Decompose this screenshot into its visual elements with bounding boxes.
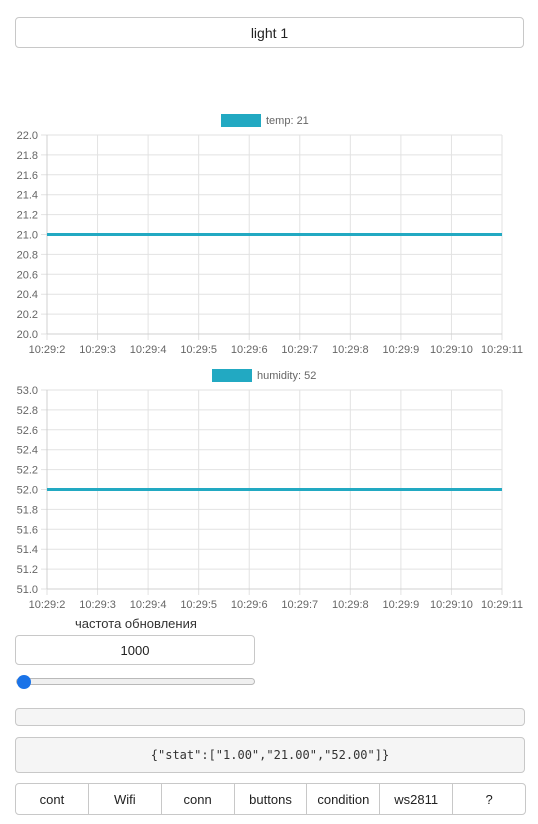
update-rate-slider[interactable] — [16, 678, 255, 685]
y-tick-label: 20.0 — [17, 329, 38, 341]
legend-label: humidity: 52 — [257, 370, 316, 382]
tab-ws2811[interactable]: ws2811 — [379, 783, 454, 815]
x-tick-label: 10:29:10 — [430, 599, 473, 611]
status-json-output: {"stat":["1.00","21.00","52.00"]} — [15, 737, 525, 773]
slider-thumb[interactable] — [17, 675, 31, 689]
y-tick-label: 52.4 — [17, 445, 38, 457]
x-tick-label: 10:29:2 — [29, 599, 66, 611]
chart-legend[interactable]: temp: 21 — [221, 114, 309, 127]
chart-legend[interactable]: humidity: 52 — [212, 369, 316, 382]
x-tick-label: 10:29:3 — [79, 599, 116, 611]
update-rate-label: частота обновления — [75, 616, 197, 631]
y-tick-label: 20.6 — [17, 269, 38, 281]
y-tick-label: 51.8 — [17, 504, 38, 516]
y-tick-label: 21.6 — [17, 170, 38, 182]
y-tick-label: 52.0 — [17, 485, 38, 497]
x-tick-label: 10:29:6 — [231, 344, 268, 356]
x-tick-label: 10:29:7 — [281, 344, 318, 356]
tab-bar: cont Wifi conn buttons condition ws2811 … — [15, 783, 527, 815]
tab-conn[interactable]: conn — [160, 783, 235, 815]
light-1-button[interactable]: light 1 — [15, 17, 524, 48]
legend-label: temp: 21 — [266, 115, 309, 127]
tab-condition[interactable]: condition — [306, 783, 381, 815]
x-tick-label: 10:29:4 — [130, 599, 167, 611]
update-rate-input[interactable]: 1000 — [15, 635, 255, 665]
x-tick-label: 10:29:5 — [180, 599, 217, 611]
x-tick-label: 10:29:9 — [383, 344, 420, 356]
x-tick-label: 10:29:2 — [29, 344, 66, 356]
x-tick-label: 10:29:4 — [130, 344, 167, 356]
tab-cont[interactable]: cont — [15, 783, 89, 815]
x-tick-label: 10:29:8 — [332, 344, 369, 356]
y-tick-label: 20.2 — [17, 309, 38, 321]
y-tick-label: 51.4 — [17, 544, 38, 556]
x-tick-label: 10:29:7 — [281, 599, 318, 611]
x-tick-label: 10:29:9 — [383, 599, 420, 611]
humidity-chart: humidity: 52 53.0 52.8 52.6 52.4 52.2 52.0 51.8… — [17, 369, 523, 611]
x-tick-label: 10:29:11 — [481, 599, 523, 611]
y-tick-label: 52.2 — [17, 465, 38, 477]
y-tick-label: 20.8 — [17, 249, 38, 261]
y-tick-label: 21.4 — [17, 190, 38, 202]
y-tick-label: 51.2 — [17, 564, 38, 576]
y-tick-label: 52.8 — [17, 405, 38, 417]
x-tick-label: 10:29:10 — [430, 344, 473, 356]
tab-help[interactable]: ? — [452, 783, 527, 815]
x-tick-label: 10:29:6 — [231, 599, 268, 611]
y-tick-label: 52.6 — [17, 425, 38, 437]
x-tick-label: 10:29:3 — [79, 344, 116, 356]
temp-chart: temp: 21 22.0 21.8 21.6 21.4 21.2 21.0 20.8 20.6… — [17, 114, 523, 356]
legend-swatch — [221, 114, 261, 127]
y-tick-label: 53.0 — [17, 385, 38, 397]
x-tick-label: 10:29:5 — [180, 344, 217, 356]
tab-wifi[interactable]: Wifi — [87, 783, 162, 815]
y-tick-label: 21.8 — [17, 150, 38, 162]
legend-swatch — [212, 369, 252, 382]
empty-output-bar — [15, 708, 525, 726]
x-tick-label: 10:29:8 — [332, 599, 369, 611]
y-tick-label: 21.0 — [17, 230, 38, 242]
y-tick-label: 22.0 — [17, 130, 38, 142]
y-tick-label: 20.4 — [17, 289, 38, 301]
tab-buttons[interactable]: buttons — [233, 783, 308, 815]
x-tick-label: 10:29:11 — [481, 344, 523, 356]
y-tick-label: 51.6 — [17, 524, 38, 536]
y-tick-label: 51.0 — [17, 584, 38, 596]
y-tick-label: 21.2 — [17, 210, 38, 222]
